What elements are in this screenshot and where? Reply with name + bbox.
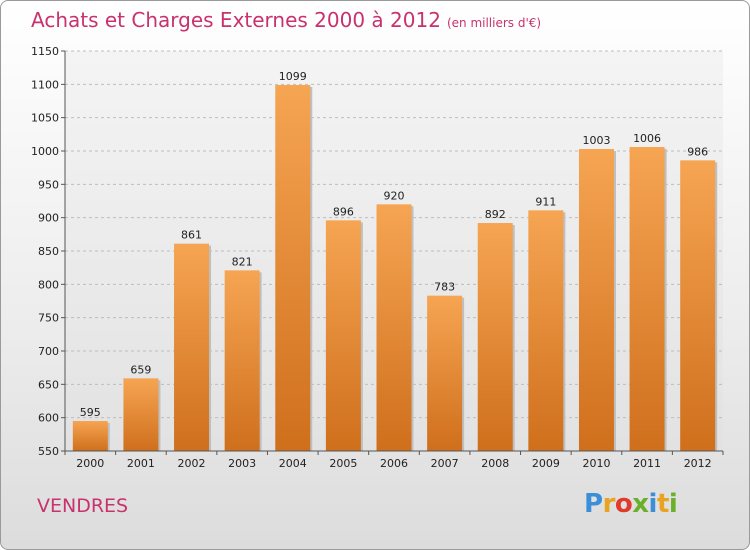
bar-2003	[224, 270, 260, 451]
bar-value-label: 659	[130, 363, 151, 376]
bar-2010	[578, 149, 614, 451]
x-tick-label: 2004	[279, 457, 307, 470]
x-tick-label: 2005	[329, 457, 357, 470]
x-tick-label: 2008	[481, 457, 509, 470]
bar-value-label: 892	[485, 208, 506, 221]
y-tick-label: 1150	[31, 45, 59, 58]
bar-2004	[275, 85, 311, 451]
bar-2002	[174, 243, 210, 451]
bar-2009	[528, 210, 564, 451]
x-tick-label: 2009	[532, 457, 560, 470]
bar-2001	[123, 378, 159, 451]
bar-2000	[72, 421, 108, 451]
chart-title: Achats et Charges Externes 2000 à 2012 (e…	[31, 8, 541, 32]
x-tick-label: 2000	[76, 457, 104, 470]
y-tick-label: 1050	[31, 112, 59, 125]
x-tick-label: 2002	[178, 457, 206, 470]
bar-2005	[325, 220, 361, 451]
bar-value-label: 783	[434, 281, 455, 294]
bar-2006	[376, 204, 412, 451]
proxiti-logo: Proxiti	[584, 489, 678, 519]
bar-2007	[427, 295, 463, 451]
bar-2011	[629, 147, 665, 451]
y-tick-label: 850	[38, 245, 59, 258]
bars: 595 659 861 821 1099 896 920 783 892 911 1003 1006 9…	[72, 70, 718, 452]
x-tick-label: 2006	[380, 457, 408, 470]
x-tick-label: 2012	[684, 457, 712, 470]
bar-value-label: 911	[535, 195, 556, 208]
y-tick-label: 800	[38, 278, 59, 291]
place-name: VENDRES	[37, 495, 129, 517]
x-tick-label: 2011	[633, 457, 661, 470]
bar-2008	[477, 223, 513, 451]
bar-value-label: 1003	[582, 134, 610, 147]
x-tick-label: 2003	[228, 457, 256, 470]
y-tick-label: 600	[38, 412, 59, 425]
x-axis: 2000 2001 2002 2003 2004 2005 2006 2007 2008 2009…	[64, 450, 724, 470]
y-tick-label: 900	[38, 212, 59, 225]
bar-value-label: 821	[232, 255, 253, 268]
y-tick-label: 1000	[31, 145, 59, 158]
bar-value-label: 1006	[633, 132, 661, 145]
bar-2012	[680, 160, 716, 452]
y-axis: 550 600 650 700 750 800 850 900 950 1000 1050 1100 1…	[31, 45, 66, 458]
bar-value-label: 595	[80, 406, 101, 419]
y-tick-label: 650	[38, 378, 59, 391]
bar-value-label: 896	[333, 205, 354, 218]
bar-value-label: 986	[687, 145, 708, 158]
bar-value-label: 861	[181, 229, 202, 242]
x-tick-label: 2007	[431, 457, 459, 470]
y-tick-label: 700	[38, 345, 59, 358]
y-tick-label: 550	[38, 445, 59, 458]
y-tick-label: 1100	[31, 78, 59, 91]
chart-title-text: Achats et Charges Externes 2000 à 2012	[31, 8, 441, 32]
y-tick-label: 950	[38, 178, 59, 191]
chart-subtitle: (en milliers d'€)	[446, 16, 542, 30]
y-tick-label: 750	[38, 312, 59, 325]
x-tick-label: 2010	[582, 457, 610, 470]
bar-value-label: 1099	[279, 70, 307, 83]
bar-value-label: 920	[384, 189, 405, 202]
x-tick-label: 2001	[127, 457, 155, 470]
